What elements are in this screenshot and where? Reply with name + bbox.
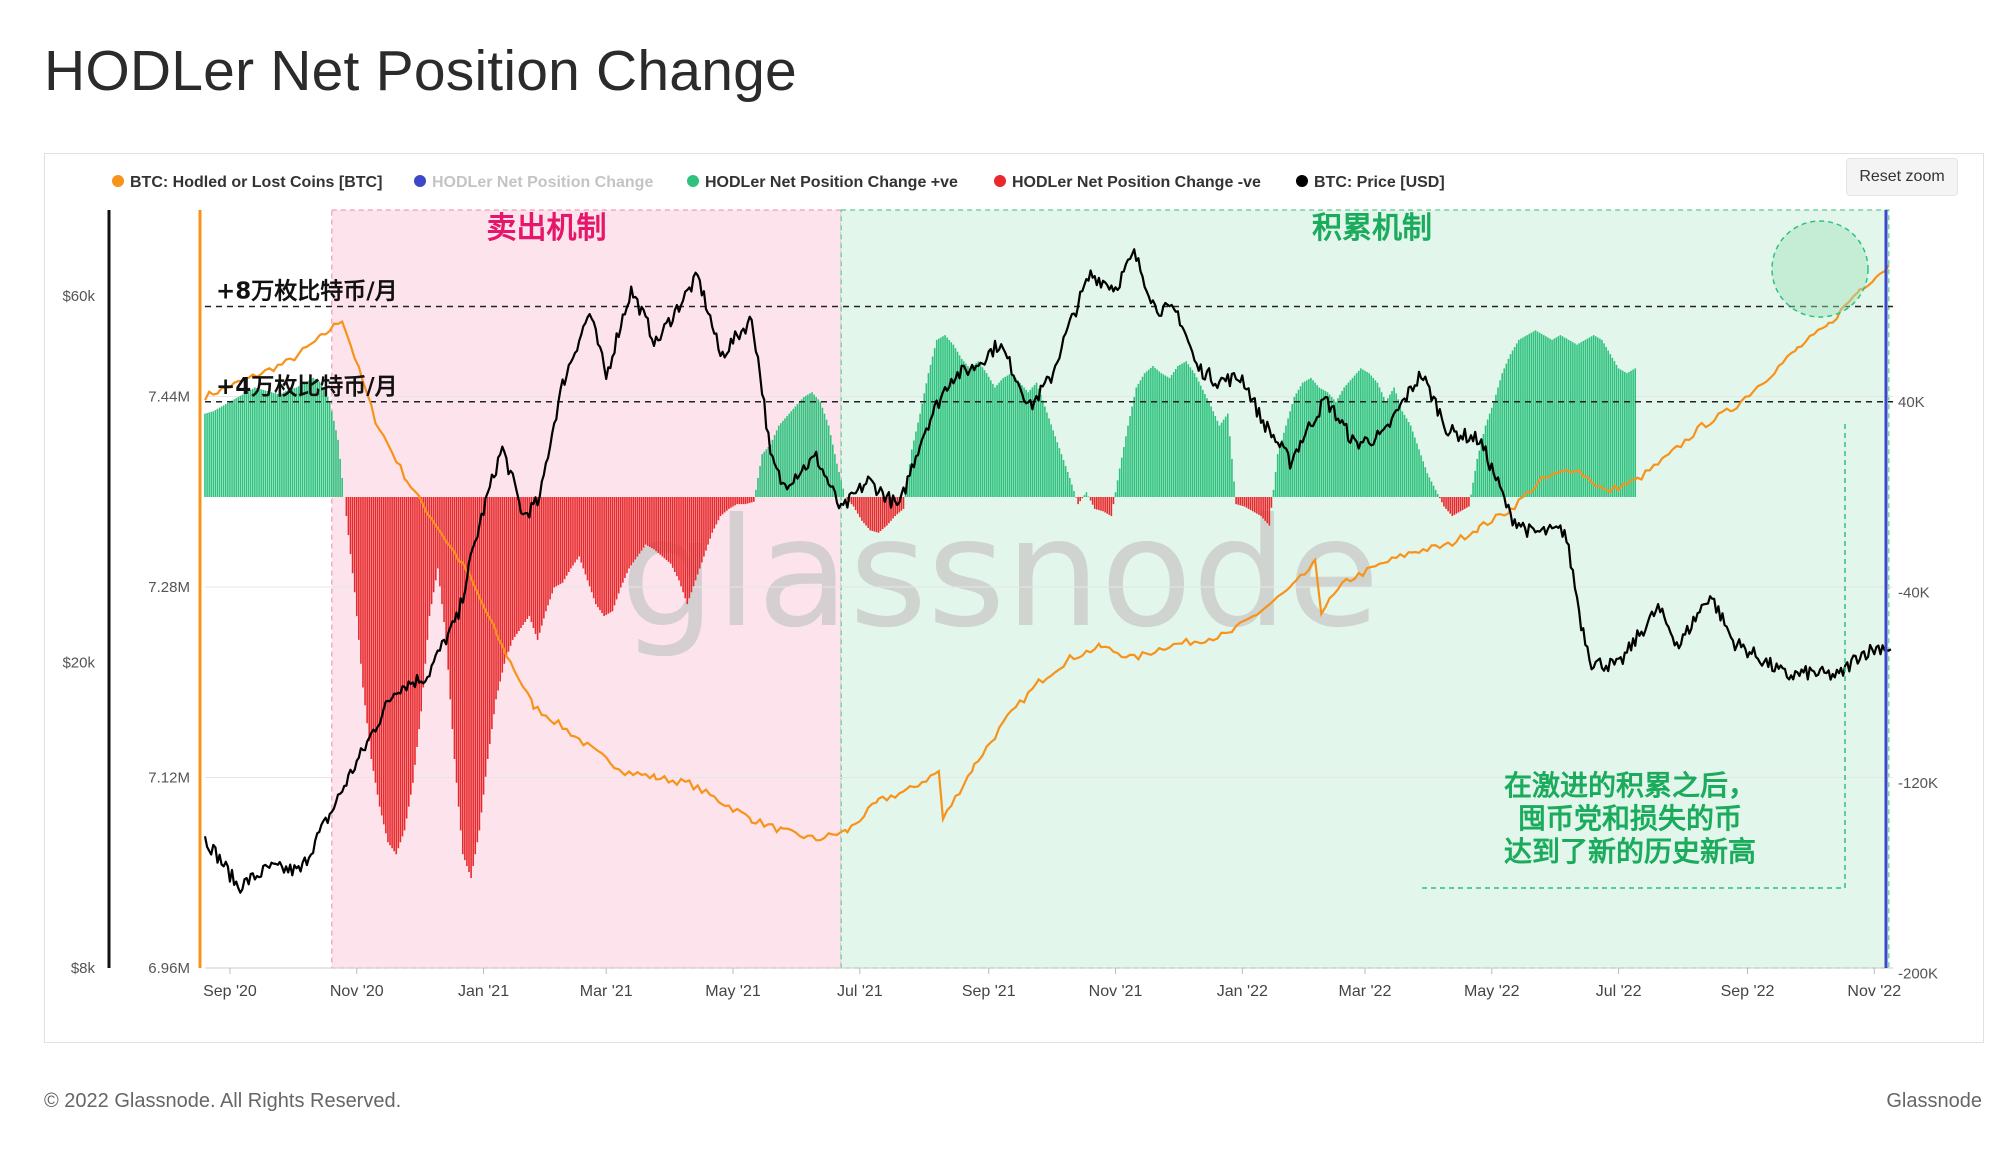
threshold-label-80k: +8万枚比特币/月: [216, 278, 398, 305]
reset-zoom-button[interactable]: Reset zoom: [1846, 158, 1958, 196]
x-axis-tick-label: Jul '22: [1596, 983, 1642, 1000]
brand-footer: Glassnode: [1886, 1090, 1982, 1112]
legend-label: HODLer Net Position Change +ve: [705, 174, 958, 191]
btc-price-line: [203, 248, 1892, 894]
hodled-axis-tick-label: 7.12M: [148, 770, 190, 787]
note-text-line: 在激进的积累之后，: [1504, 769, 1756, 802]
x-axis-tick-label: Jan '22: [1217, 983, 1268, 1000]
price-axis-tick-label: $20k: [62, 654, 95, 671]
hodled-axis-tick-label: 6.96M: [148, 960, 190, 977]
x-axis-tick-label: Sep '20: [203, 983, 257, 1000]
legend-item[interactable]: BTC: Price [USD]: [1296, 174, 1445, 191]
legend-label: HODLer Net Position Change -ve: [1012, 174, 1261, 191]
page-title: HODLer Net Position Change: [44, 39, 797, 103]
price-axis-tick-label: $60k: [62, 288, 95, 305]
distribution-regime-label: 卖出机制: [486, 211, 606, 246]
legend: BTC: Hodled or Lost Coins [BTC] HODLer Ne…: [112, 174, 1445, 191]
legend-marker: [112, 175, 124, 187]
net-position-axis-tick-label: -200K: [1898, 965, 1938, 982]
regime-zones: [331, 209, 1890, 969]
net-position-axis-tick-label: -120K: [1898, 775, 1938, 792]
hodled-axis-tick-label: 7.28M: [148, 579, 190, 596]
legend-label: BTC: Hodled or Lost Coins [BTC]: [130, 174, 382, 191]
net-position-bars: [204, 330, 1637, 878]
x-axis-tick-label: Jul '21: [837, 983, 883, 1000]
threshold-label-40k: +4万枚比特币/月: [216, 373, 398, 400]
legend-label: BTC: Price [USD]: [1314, 174, 1445, 191]
legend-marker: [414, 175, 426, 187]
net-position-axis-tick-label: 40K: [1898, 394, 1925, 411]
net-position-axis-tick-label: -40K: [1898, 584, 1930, 601]
legend-item[interactable]: BTC: Hodled or Lost Coins [BTC]: [112, 174, 382, 191]
axes: $8k $20k $60k 6.96M 7.12M 7.28M 7.44M -200K -120…: [62, 210, 1938, 1000]
x-axis-tick-label: Mar '21: [580, 983, 633, 1000]
hodled-axis-tick-label: 7.44M: [148, 389, 190, 406]
legend-label: HODLer Net Position Change: [432, 174, 653, 191]
legend-item[interactable]: HODLer Net Position Change -ve: [994, 174, 1261, 191]
hodled-coins-line: [204, 264, 1890, 842]
legend-marker: [1296, 175, 1308, 187]
x-axis-tick-label: May '21: [705, 983, 761, 1000]
x-axis-tick-label: Jan '21: [458, 983, 509, 1000]
x-axis-tick-label: May '22: [1464, 983, 1520, 1000]
note-text-line: 囤币党和损失的币: [1518, 802, 1742, 835]
x-axis-tick-label: Sep '22: [1721, 983, 1775, 1000]
copyright-footer: © 2022 Glassnode. All Rights Reserved.: [44, 1090, 402, 1112]
note-callout-border: [1422, 420, 1846, 889]
price-axis-tick-label: $8k: [71, 960, 96, 977]
legend-marker: [687, 175, 699, 187]
accumulation-zone: [841, 210, 1889, 968]
chart-frame: [44, 153, 1984, 1043]
x-axis-tick-label: Mar '22: [1339, 983, 1392, 1000]
accumulation-zone-border: [840, 209, 1890, 969]
legend-item[interactable]: HODLer Net Position Change +ve: [687, 174, 958, 191]
x-axis-tick-label: Nov '22: [1847, 983, 1901, 1000]
x-axis-tick-label: Sep '21: [962, 983, 1016, 1000]
annotations: 卖出机制 积累机制 +8万枚比特币/月 +4万枚比特币/月在激进的积累之后，囤币党和损…: [216, 211, 1869, 889]
watermark: glassnode: [620, 487, 1379, 661]
note-text-line: 达到了新的历史新高: [1504, 835, 1756, 868]
legend-item[interactable]: HODLer Net Position Change: [414, 174, 653, 191]
legend-marker: [994, 175, 1006, 187]
ath-highlight-circle: [1771, 220, 1869, 318]
x-axis-tick-label: Nov '21: [1089, 983, 1143, 1000]
x-axis-tick-label: Nov '20: [330, 983, 384, 1000]
accumulation-regime-label: 积累机制: [1312, 211, 1432, 246]
series-lines: [203, 248, 1892, 894]
